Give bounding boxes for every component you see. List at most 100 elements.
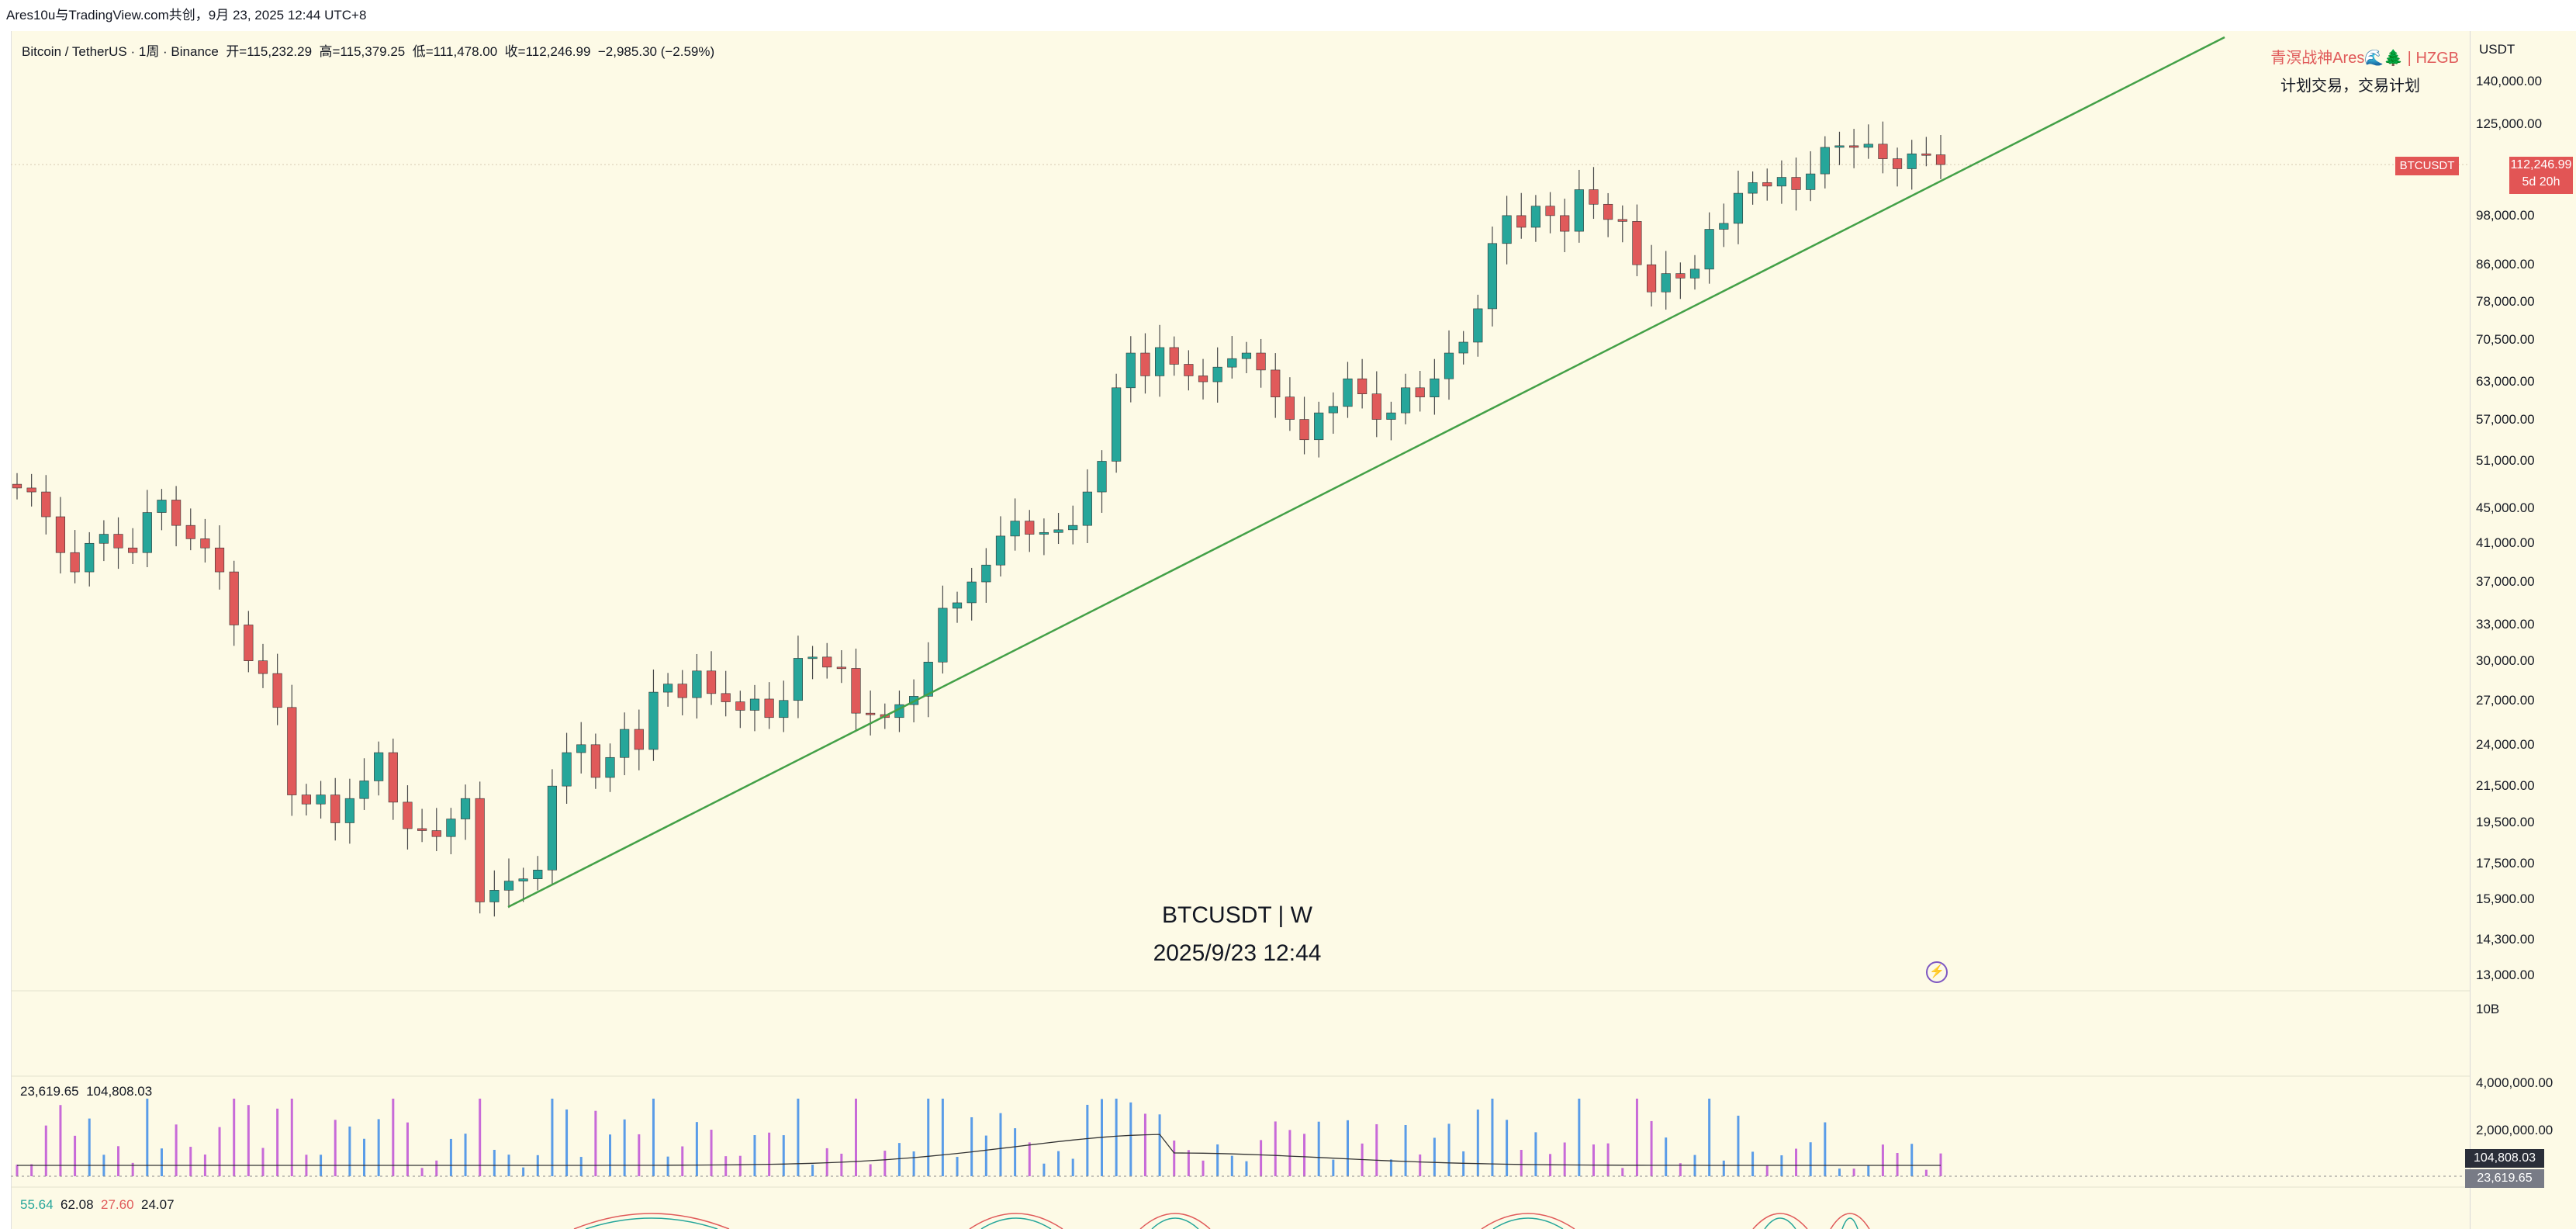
legend-close: 收=112,246.99 — [504, 44, 591, 59]
price-tick-label: 27,000.00 — [2476, 692, 2535, 708]
volume-bar — [1187, 1150, 1190, 1176]
candle-up — [995, 535, 1006, 566]
candle-down — [70, 552, 80, 573]
price-tick-label: 17,500.00 — [2476, 855, 2535, 871]
candle-down — [1632, 221, 1642, 265]
volume-bar — [1939, 1153, 1942, 1176]
candle-up — [547, 785, 558, 871]
candle-up — [1820, 147, 1830, 175]
candle-down — [128, 547, 138, 553]
volume-bar — [59, 1105, 62, 1176]
volume-bar — [1708, 1099, 1711, 1176]
candle-down — [1357, 378, 1368, 394]
volume-bar — [479, 1099, 482, 1176]
candle-up — [1430, 378, 1440, 397]
candle-down — [836, 666, 846, 670]
candle-up — [1155, 347, 1165, 376]
candle-up — [1068, 524, 1078, 531]
legend-open: 开=115,232.29 — [226, 44, 313, 59]
candle-down — [735, 701, 745, 711]
candle-down — [1271, 369, 1281, 397]
candle-down — [258, 660, 268, 674]
volume-bar — [1650, 1120, 1653, 1176]
volume-bar — [1014, 1128, 1017, 1176]
author-brand: 青溟战神Ares🌊🌲 | HZGB — [2270, 50, 2459, 67]
price-tick-label: 13,000.00 — [2476, 968, 2535, 982]
volume-bar — [609, 1134, 612, 1176]
chart-area[interactable] — [11, 31, 2471, 1229]
candle-down — [41, 491, 51, 518]
candle-down — [1878, 144, 1888, 159]
volume-bar — [1288, 1130, 1291, 1176]
candle-up — [157, 500, 167, 513]
volume-bar — [768, 1132, 771, 1176]
candle-down — [403, 801, 413, 829]
candle-down — [634, 729, 644, 750]
candle-up — [1863, 144, 1873, 148]
volume-legend: 23,619.65 104,808.03 — [20, 1084, 152, 1099]
rsi-line — [1481, 1213, 1575, 1229]
watermark-timestamp: 2025/9/23 12:44 — [1153, 940, 1322, 966]
candle-down — [1545, 206, 1555, 216]
candle-down — [822, 656, 832, 668]
candle-up — [1907, 153, 1917, 169]
volume-bar — [1245, 1161, 1248, 1176]
candle-down — [1198, 376, 1208, 383]
legend-high: 高=115,379.25 — [319, 44, 406, 59]
candle-up — [489, 890, 500, 902]
candle-up — [1487, 243, 1498, 310]
candle-up — [923, 661, 933, 697]
last-price-tag: 112,246.99 5d 20h — [2509, 157, 2573, 194]
legend-low: 低=111,478.00 — [412, 44, 498, 59]
candle-up — [807, 656, 818, 660]
volume-bar — [1274, 1121, 1277, 1176]
volume-bar — [1924, 1169, 1928, 1176]
candle-up — [533, 870, 543, 880]
volume-bar — [912, 1151, 915, 1176]
currency-label[interactable]: USDT — [2479, 42, 2515, 57]
candle-down — [590, 744, 600, 778]
candle-up — [793, 658, 803, 701]
candle-down — [1646, 264, 1657, 293]
volume-bar — [1129, 1102, 1132, 1176]
volume-bar — [1057, 1151, 1060, 1176]
volume-bar — [1578, 1099, 1581, 1176]
candle-up — [460, 798, 471, 819]
candle-up — [749, 698, 760, 711]
trendline — [507, 36, 2225, 909]
volume-bar — [1433, 1137, 1436, 1176]
candle-up — [620, 729, 630, 758]
price-tick-label: 15,900.00 — [2476, 891, 2535, 907]
volume-bar — [565, 1109, 569, 1176]
volume-bar — [970, 1116, 973, 1176]
rsi-value-4: 24.07 — [141, 1197, 175, 1212]
volume-bar — [1216, 1144, 1219, 1176]
candle-down — [1025, 521, 1035, 535]
price-scale[interactable] — [2470, 31, 2576, 1229]
lightning-icon[interactable]: ⚡ — [1926, 961, 1948, 983]
candle-up — [1834, 145, 1845, 148]
candle-up — [605, 756, 615, 778]
volume-bar — [666, 1156, 669, 1176]
rsi-signal-line — [585, 1217, 718, 1229]
candle-down — [721, 693, 731, 702]
volume-bar — [1910, 1144, 1914, 1176]
rsi-line — [969, 1213, 1063, 1229]
volume-bar — [1346, 1120, 1349, 1176]
volume-bar — [1679, 1163, 1682, 1176]
rsi-legend: 55.64 62.08 27.60 24.07 — [20, 1197, 175, 1213]
last-symbol-tag: BTCUSDT — [2395, 157, 2459, 175]
volume-bar — [1534, 1132, 1537, 1176]
volume-bar — [1491, 1099, 1494, 1176]
candle-up — [1241, 352, 1252, 359]
candle-up — [1314, 412, 1324, 441]
volume-bar — [16, 1165, 19, 1176]
candle-down — [1299, 419, 1309, 441]
candle-down — [866, 712, 876, 715]
volume-bar — [1086, 1104, 1089, 1176]
candle-up — [1661, 273, 1671, 293]
candle-down — [706, 670, 717, 694]
volume-bar — [753, 1135, 756, 1176]
volume-scale-4m: 4,000,000.00 — [2476, 1075, 2554, 1090]
volume-bar — [855, 1099, 858, 1176]
